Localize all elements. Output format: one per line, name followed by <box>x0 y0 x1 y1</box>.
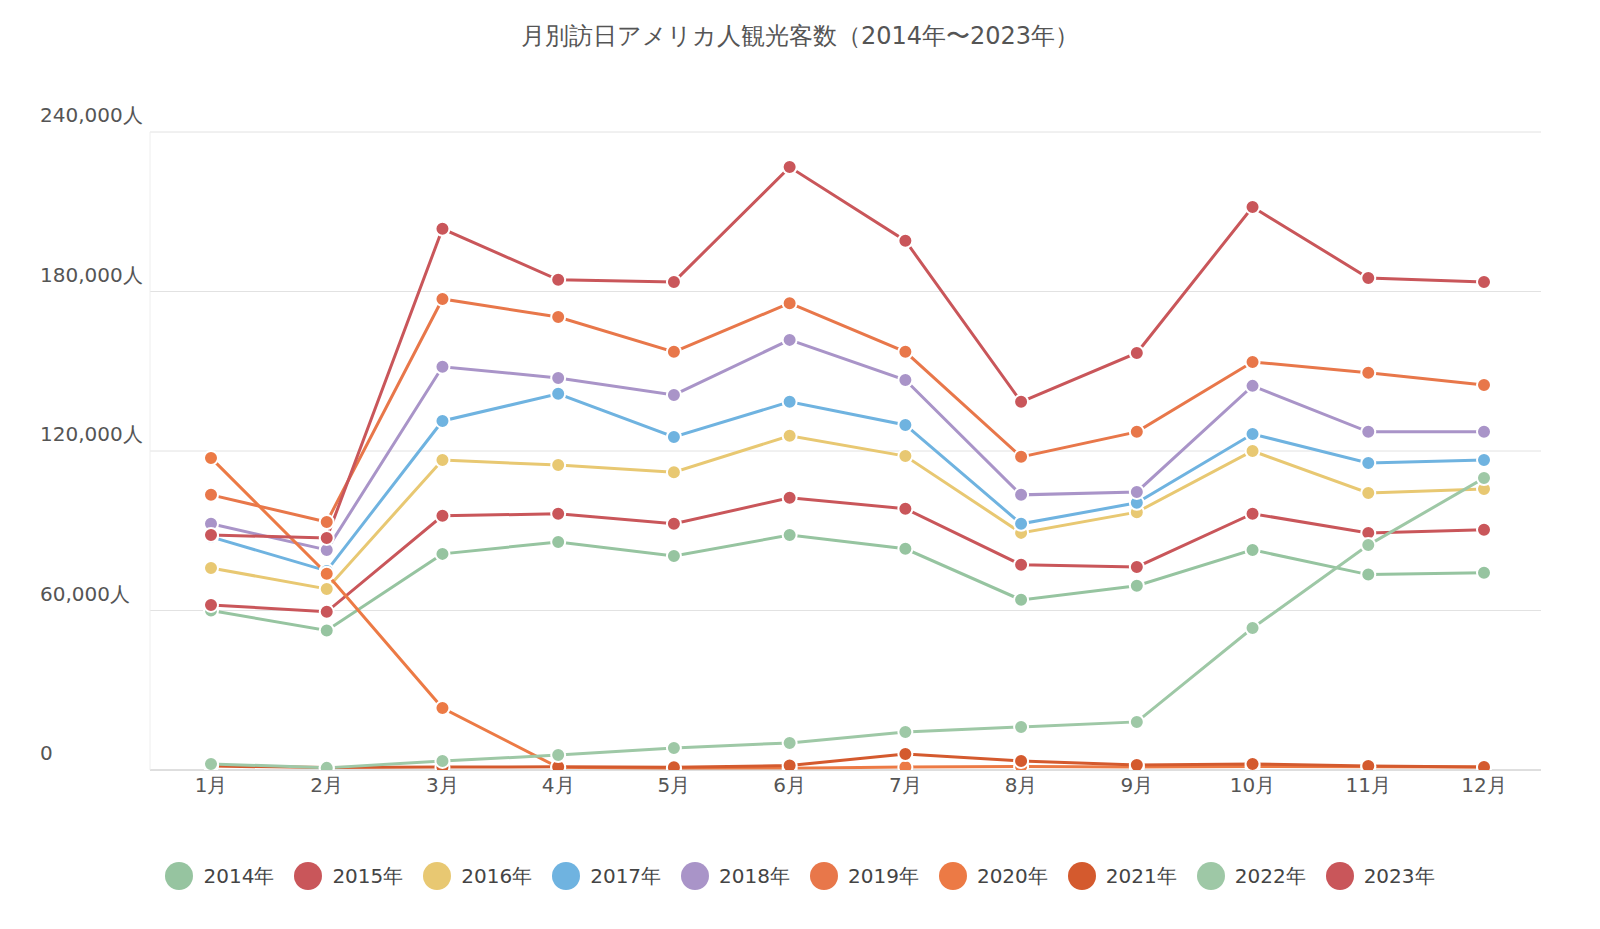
svg-text:120,000人: 120,000人 <box>40 422 143 446</box>
html-text:2018年: 2018年 <box>719 863 790 888</box>
svg-text:12月: 12月 <box>1461 773 1506 797</box>
html-text:2015年: 2015年 <box>332 863 404 888</box>
html-text:2014年: 2014年 <box>203 863 275 888</box>
svg-text:6月: 6月 <box>773 773 806 797</box>
html-text:2023年: 2023年 <box>1363 863 1435 888</box>
html-text:2017年: 2017年 <box>590 863 662 888</box>
html-text:2022年: 2022年 <box>1234 863 1306 888</box>
svg-text:2月: 2月 <box>310 773 343 797</box>
svg-text:0: 0 <box>40 741 53 765</box>
svg-text:5月: 5月 <box>658 773 691 797</box>
svg-text:3月: 3月 <box>426 773 459 797</box>
svg-text:7月: 7月 <box>889 773 922 797</box>
html-text:2016年: 2016年 <box>461 863 533 888</box>
svg-text:60,000人: 60,000人 <box>40 582 130 606</box>
svg-text:240,000人: 240,000人 <box>40 103 143 127</box>
svg-text:4月: 4月 <box>542 773 575 797</box>
svg-text:11月: 11月 <box>1346 773 1391 797</box>
html-text:月別訪日アメリカ人観光客数（2014年〜2023年）: 月別訪日アメリカ人観光客数（2014年〜2023年） <box>520 22 1080 50</box>
html-text:2020年: 2020年 <box>976 863 1048 888</box>
svg-text:180,000人: 180,000人 <box>40 263 143 287</box>
svg-text:10月: 10月 <box>1230 773 1275 797</box>
svg-text:8月: 8月 <box>1005 773 1038 797</box>
html-text:2021年: 2021年 <box>1105 863 1177 888</box>
html-text:2019年: 2019年 <box>848 863 919 888</box>
svg-text:9月: 9月 <box>1120 773 1153 797</box>
svg-text:1月: 1月 <box>195 773 228 797</box>
